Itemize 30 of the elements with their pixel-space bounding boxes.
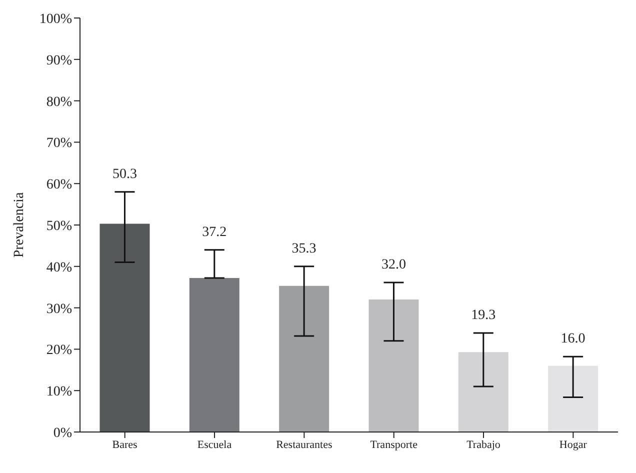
y-tick-label: 10% [46,384,72,400]
data-label: 37.2 [202,224,227,240]
bar [368,300,419,432]
bar [458,352,508,432]
x-tick-label: Transporte [370,438,418,451]
bar [548,366,598,432]
y-tick-label: 60% [46,178,72,193]
x-tick-label: Restaurantes [276,438,332,451]
y-tick-label: 90% [46,53,72,68]
y-tick-label: 50% [46,218,72,234]
data-label: 32.0 [381,258,406,273]
y-tick-label: 100% [39,12,72,27]
x-tick-label: Bares [112,438,138,451]
x-tick-label: Hogar [559,438,588,451]
y-tick-label: 0% [53,426,72,441]
bar [189,278,240,432]
bar [279,286,330,432]
x-tick-label: Escuela [197,438,232,451]
y-tick-label: 70% [46,136,72,152]
data-label: 50.3 [112,166,137,182]
bar [100,224,150,432]
y-tick-label: 30% [46,302,72,317]
x-tick-label: Trabajo [466,438,501,451]
y-tick-label: 20% [46,343,72,358]
data-label: 19.3 [471,308,496,324]
y-tick-label: 40% [46,260,72,276]
y-tick-label: 80% [46,94,72,110]
y-axis-title: Prevalencia [12,192,27,258]
data-label: 16.0 [560,332,586,347]
data-label: 35.3 [292,241,316,256]
